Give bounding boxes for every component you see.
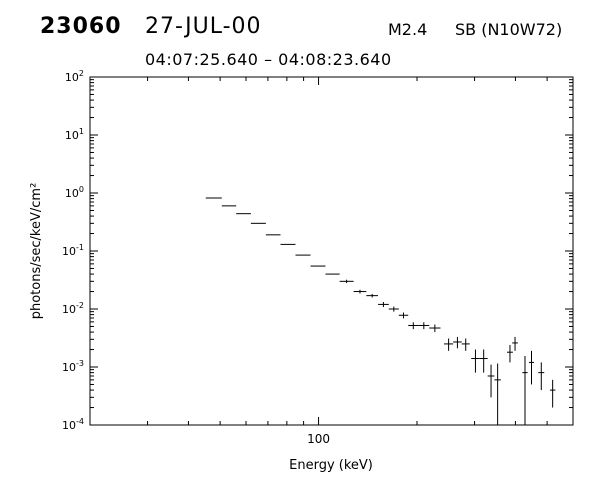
data-point xyxy=(538,362,545,391)
y-tick-label: 10-1 xyxy=(62,243,84,258)
data-point xyxy=(444,338,454,351)
data-point xyxy=(418,322,430,330)
data-point xyxy=(388,306,399,312)
data-point xyxy=(507,344,513,363)
y-tick-label: 102 xyxy=(65,69,84,84)
data-point xyxy=(398,312,409,319)
y-tick-labels: 10-4 10-3 10-2 10-1 100 101 102 xyxy=(62,69,84,432)
x-axis-label: Energy (keV) xyxy=(289,458,373,473)
event-date: 27-JUL-00 xyxy=(145,14,262,39)
y-tick-label: 101 xyxy=(65,127,84,142)
y-tick-label: 10-2 xyxy=(62,301,84,316)
flare-location: SB (N10W72) xyxy=(455,20,563,39)
data-point xyxy=(408,322,419,330)
data-point xyxy=(461,338,470,351)
axis-ticks xyxy=(89,76,574,426)
y-tick-label: 10-4 xyxy=(62,417,84,432)
data-point xyxy=(487,364,495,398)
y-tick-label: 10-3 xyxy=(62,359,84,374)
time-range: 04:07:25.640 – 04:08:23.640 xyxy=(145,50,392,69)
data-point xyxy=(453,336,462,349)
data-point xyxy=(528,350,535,385)
data-point xyxy=(471,349,480,373)
data-points xyxy=(205,197,556,425)
data-point xyxy=(494,363,501,425)
data-point xyxy=(479,349,488,373)
data-point xyxy=(549,379,556,408)
flare-class: M2.4 xyxy=(388,20,428,39)
data-point xyxy=(366,293,379,298)
data-point xyxy=(378,302,389,308)
data-point xyxy=(512,336,518,351)
y-tick-label: 100 xyxy=(65,185,84,200)
event-id: 23060 xyxy=(40,14,122,39)
data-point xyxy=(353,289,367,294)
plot-frame xyxy=(89,76,574,426)
x-tick-label: 100 xyxy=(307,432,330,446)
data-point xyxy=(339,279,354,284)
x-tick-labels: 100 xyxy=(307,432,330,446)
y-axis-label: photons/sec/keV/cm² xyxy=(29,183,44,320)
data-point xyxy=(429,324,441,333)
data-point xyxy=(522,355,528,425)
